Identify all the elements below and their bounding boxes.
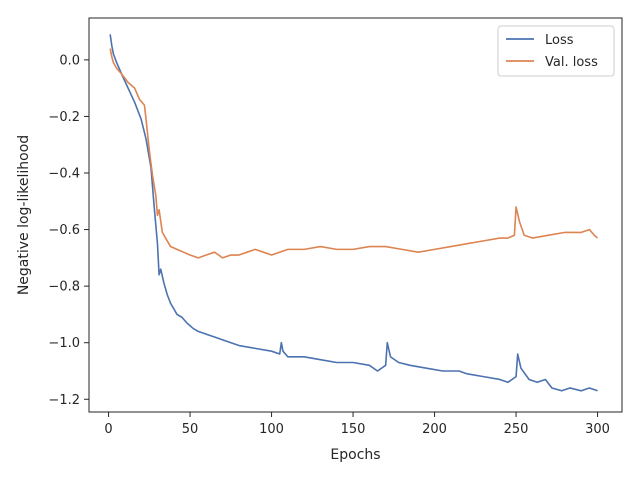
x-tick-label: 300 — [585, 422, 610, 437]
legend-label: Loss — [545, 33, 574, 48]
x-tick-label: 50 — [182, 422, 199, 437]
legend-label: Val. loss — [545, 55, 598, 70]
x-axis-label: Epochs — [330, 447, 380, 463]
plot-area — [109, 34, 599, 392]
x-tick-label: 150 — [341, 422, 366, 437]
y-tick-label: −0.4 — [48, 166, 80, 181]
series-line-1 — [109, 34, 598, 392]
y-tick-label: −0.8 — [48, 280, 80, 295]
y-tick-label: −1.0 — [48, 336, 80, 351]
y-tick-label: 0.0 — [59, 53, 80, 68]
x-tick-label: 100 — [259, 422, 284, 437]
y-axis-ticks: −1.2 −1.0 −0.8 −0.6 −0.4 −0.2 0.0 — [48, 53, 89, 408]
y-tick-label: −0.2 — [48, 110, 80, 125]
x-tick-label: 200 — [422, 422, 447, 437]
x-tick-label: 250 — [504, 422, 529, 437]
legend: Loss Val. loss — [497, 25, 615, 77]
y-tick-label: −1.2 — [48, 393, 80, 408]
x-axis-ticks: 0 50 100 150 200 250 300 — [104, 412, 610, 437]
series-line-2 — [109, 48, 599, 259]
y-tick-label: −0.6 — [48, 223, 80, 238]
axes-frame — [88, 17, 623, 413]
x-tick-label: 0 — [104, 422, 112, 437]
y-axis-label: Negative log-likelihood — [16, 135, 32, 295]
